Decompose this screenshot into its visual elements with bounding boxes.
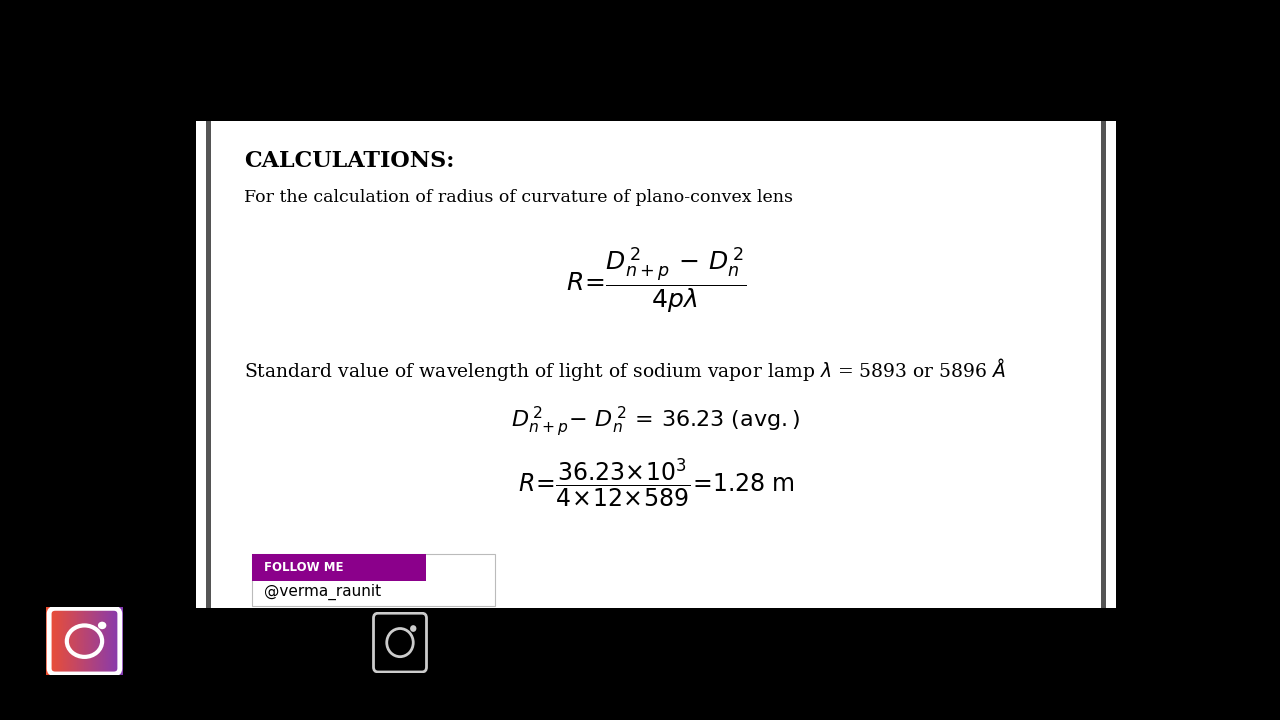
Text: Standard value of wavelength of light of sodium vapor lamp $\lambda$ = 5893 or 5: Standard value of wavelength of light of… (244, 356, 1006, 382)
Text: $R\!=\!\dfrac{D^{\,2}_{n+p}\,-\,D^{\,2}_{n}}{4p\lambda}$: $R\!=\!\dfrac{D^{\,2}_{n+p}\,-\,D^{\,2}_… (566, 246, 746, 315)
FancyBboxPatch shape (252, 554, 495, 606)
Text: @verma_raunit: @verma_raunit (264, 584, 381, 600)
Text: CALCULATIONS:: CALCULATIONS: (244, 150, 454, 172)
Text: $D^{\,2}_{n+p}\!-\,D^{\,2}_{n}\,=\,36.23\ \mathrm{(avg.)}$: $D^{\,2}_{n+p}\!-\,D^{\,2}_{n}\,=\,36.23… (511, 405, 801, 439)
Circle shape (410, 625, 416, 632)
Text: $R\!=\!\dfrac{36.23\!\times\!10^{3}}{4\!\times\!12\!\times\!589}\!=\!1.28\ \math: $R\!=\!\dfrac{36.23\!\times\!10^{3}}{4\!… (517, 456, 795, 509)
Bar (1101, 121, 1106, 608)
Text: FOLLOW ME: FOLLOW ME (264, 561, 343, 574)
Circle shape (99, 621, 106, 629)
Bar (206, 121, 211, 608)
FancyBboxPatch shape (252, 554, 426, 582)
FancyBboxPatch shape (196, 121, 1116, 608)
Text: For the calculation of radius of curvature of plano-convex lens: For the calculation of radius of curvatu… (244, 189, 794, 206)
